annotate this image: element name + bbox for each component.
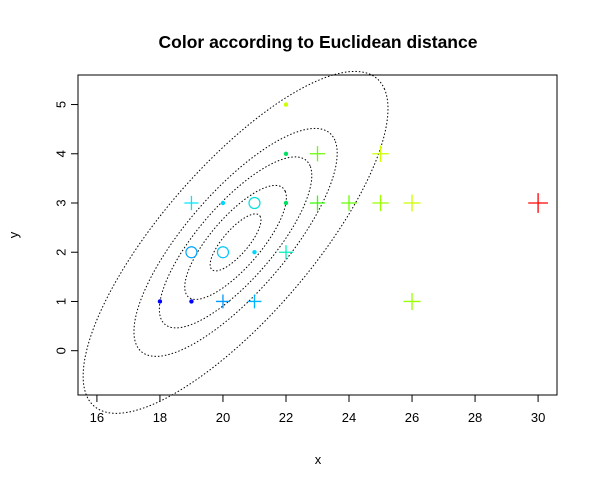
y-axis: 0 1 2 3 4 5 (54, 101, 79, 354)
contour-ellipses-group (82, 70, 389, 414)
x-axis: 16 18 20 22 24 26 28 30 (90, 394, 545, 425)
contour-ellipse (133, 127, 338, 357)
data-point-circle (185, 246, 198, 259)
y-tick-label: 4 (54, 150, 69, 157)
contour-ellipse (184, 184, 287, 300)
data-point-plus (403, 292, 421, 310)
data-point-dot (157, 299, 163, 304)
data-point-plus (247, 294, 262, 309)
y-axis-label: y (6, 231, 21, 238)
x-tick-label: 30 (531, 410, 545, 425)
data-point-plus (310, 195, 325, 211)
data-point-plus (309, 146, 326, 162)
y-tick-label: 1 (54, 298, 69, 305)
y-tick-label: 5 (54, 101, 69, 108)
y-tick-label: 0 (54, 347, 69, 354)
data-point-plus (216, 294, 230, 309)
x-tick-label: 20 (216, 410, 230, 425)
x-tick-label: 24 (342, 410, 356, 425)
contour-ellipse (209, 213, 262, 272)
data-point-dot (252, 250, 257, 255)
contour-ellipse (158, 156, 313, 329)
data-points-group (157, 102, 548, 310)
data-point-plus (372, 145, 389, 162)
contour-ellipse (82, 70, 389, 414)
x-tick-label: 18 (153, 410, 167, 425)
data-point-dot (283, 200, 289, 206)
data-point-plus (403, 194, 421, 212)
data-point-dot (283, 151, 289, 156)
data-point-plus (528, 193, 548, 213)
data-point-dot (189, 299, 194, 304)
x-tick-label: 26 (405, 410, 419, 425)
x-axis-label: x (315, 452, 322, 467)
data-point-dot (220, 200, 226, 206)
data-point-dot (283, 102, 289, 107)
y-tick-label: 3 (54, 199, 69, 206)
x-tick-label: 22 (279, 410, 293, 425)
data-point-circle (216, 246, 230, 259)
data-point-plus (341, 195, 357, 211)
y-tick-label: 2 (54, 249, 69, 256)
x-tick-label: 16 (90, 410, 104, 425)
data-point-plus (278, 245, 294, 260)
data-point-circle (248, 196, 261, 210)
chart-title: Color according to Euclidean distance (159, 32, 478, 52)
x-tick-label: 28 (468, 410, 482, 425)
data-point-plus (372, 194, 389, 212)
data-point-plus (184, 195, 199, 211)
